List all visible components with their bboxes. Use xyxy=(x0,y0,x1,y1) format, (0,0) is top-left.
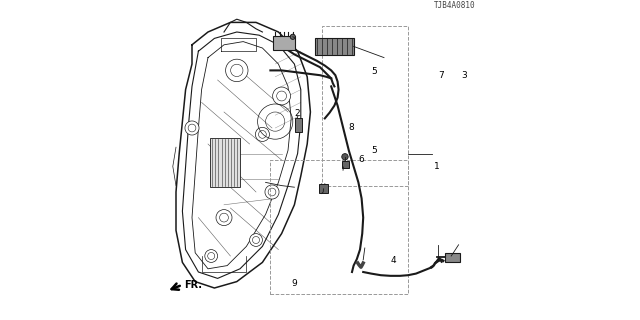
FancyBboxPatch shape xyxy=(295,118,302,132)
Text: 1: 1 xyxy=(434,162,439,171)
Circle shape xyxy=(226,59,248,82)
Text: 2: 2 xyxy=(294,109,300,118)
FancyBboxPatch shape xyxy=(315,38,355,55)
Text: FR.: FR. xyxy=(184,280,202,290)
Text: 7: 7 xyxy=(438,71,444,80)
Text: 8: 8 xyxy=(349,124,355,132)
Circle shape xyxy=(273,87,291,105)
Circle shape xyxy=(216,210,232,226)
Circle shape xyxy=(342,154,348,160)
Text: TJB4A0810: TJB4A0810 xyxy=(433,1,475,10)
Circle shape xyxy=(250,234,262,246)
Text: 4: 4 xyxy=(390,256,396,265)
Bar xyxy=(210,138,240,187)
Text: 6: 6 xyxy=(358,156,364,164)
FancyBboxPatch shape xyxy=(342,161,349,168)
Text: 3: 3 xyxy=(461,71,467,80)
FancyBboxPatch shape xyxy=(273,36,295,50)
Circle shape xyxy=(205,250,218,262)
Bar xyxy=(322,26,408,186)
Text: 9: 9 xyxy=(292,279,297,288)
FancyBboxPatch shape xyxy=(319,184,328,193)
Circle shape xyxy=(265,185,279,199)
Circle shape xyxy=(185,121,199,135)
Circle shape xyxy=(290,34,295,39)
Circle shape xyxy=(255,127,269,141)
Text: 5: 5 xyxy=(371,68,377,76)
Bar xyxy=(270,160,408,294)
Text: 5: 5 xyxy=(371,146,377,155)
FancyBboxPatch shape xyxy=(445,253,460,262)
